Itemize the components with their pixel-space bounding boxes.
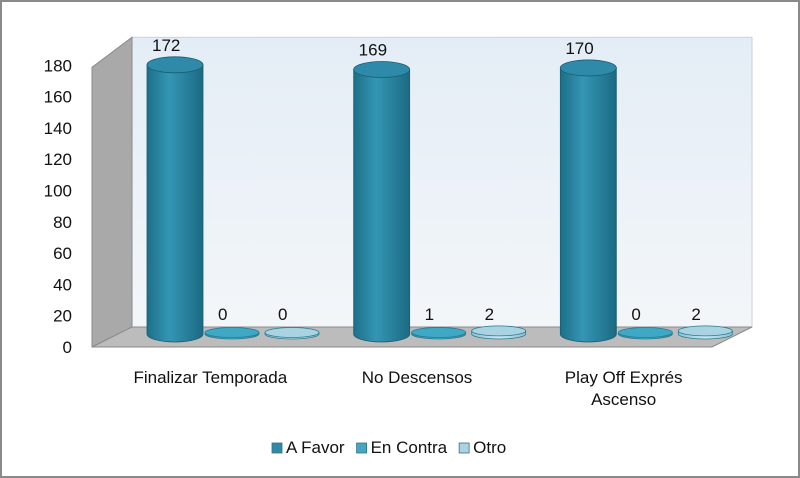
y-tick-label: 20 [53, 307, 72, 326]
legend: A Favor En Contra Otro [271, 438, 506, 457]
category-label: Finalizar Temporada [133, 368, 287, 387]
bar-en-contra [617, 327, 673, 340]
legend-item: A Favor [271, 438, 345, 457]
y-tick-label: 40 [53, 275, 72, 294]
y-tick-label: 120 [44, 150, 72, 169]
bar-en-contra [204, 327, 260, 340]
data-label: 2 [485, 305, 494, 324]
y-tick-label: 0 [63, 338, 72, 357]
data-label: 0 [218, 305, 227, 324]
bar-otro [677, 325, 733, 340]
bar-otro [264, 327, 320, 340]
y-tick-label: 80 [53, 213, 72, 232]
data-label: 169 [359, 41, 387, 60]
data-label: 170 [565, 39, 593, 58]
legend-swatch [271, 442, 283, 454]
y-tick-label: 100 [44, 182, 72, 201]
data-label: 172 [152, 36, 180, 55]
y-tick-label: 180 [44, 56, 72, 75]
bar-a-favor [353, 61, 411, 343]
category-label: Play Off Exprés [565, 368, 683, 387]
data-label: 1 [425, 305, 434, 324]
chart-walls [91, 36, 753, 348]
data-label: 2 [691, 305, 700, 324]
legend-item: Otro [458, 438, 506, 457]
bar-en-contra [411, 327, 467, 340]
x-axis: Finalizar Temporada No Descensos Play Off … [133, 368, 682, 409]
legend-label: A Favor [286, 438, 345, 457]
legend-label: En Contra [371, 438, 448, 457]
bars: 172 0 0 169 1 2 170 0 2 [146, 36, 733, 343]
category-label: No Descensos [362, 368, 473, 387]
legend-item: En Contra [356, 438, 448, 457]
y-tick-label: 140 [44, 119, 72, 138]
legend-label: Otro [473, 438, 506, 457]
back-wall [131, 36, 753, 328]
legend-swatch [458, 442, 470, 454]
bar-a-favor [559, 59, 617, 343]
legend-swatch [356, 442, 367, 454]
y-tick-label: 160 [44, 88, 72, 107]
y-axis: 0 20 40 60 80 100 120 140 160 180 [44, 56, 72, 357]
data-label: 0 [631, 305, 640, 324]
bar-otro [471, 325, 527, 340]
data-label: 0 [278, 305, 287, 324]
y-tick-label: 60 [53, 244, 72, 263]
side-wall [91, 36, 133, 348]
bar-a-favor [146, 56, 204, 343]
category-label: Ascenso [591, 390, 656, 409]
